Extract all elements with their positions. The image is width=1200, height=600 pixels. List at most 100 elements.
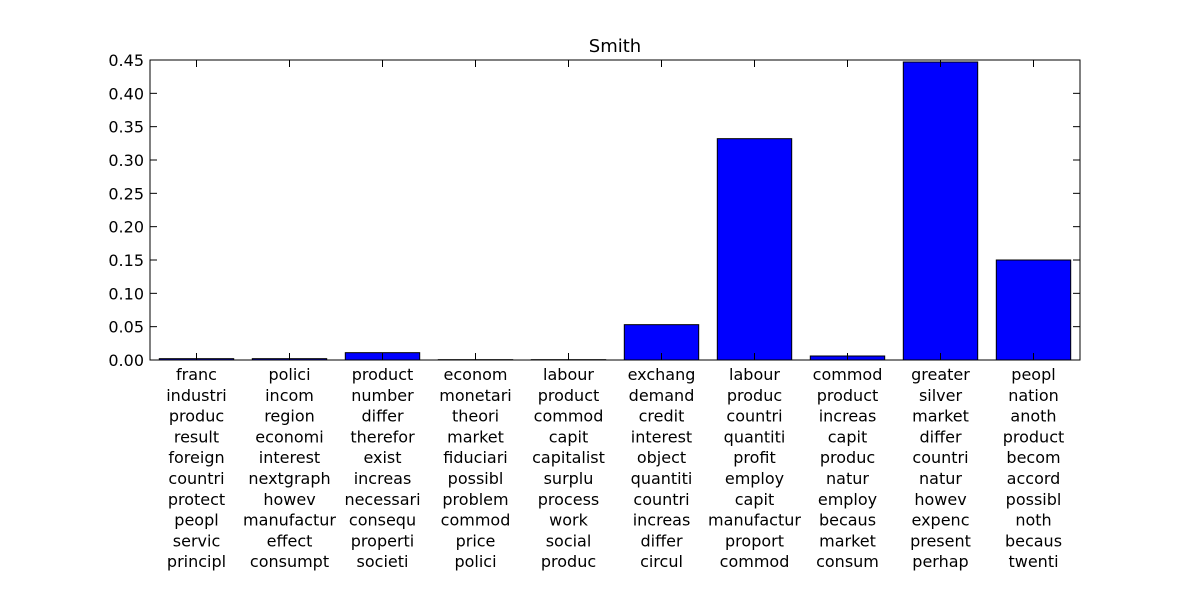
x-tick-label-line: therefor [350,427,415,446]
x-tick-label-line: protect [168,490,225,509]
x-tick-label-line: capit [735,490,774,509]
x-tick-label-line: surplu [544,469,594,488]
x-tick-label-line: possibl [448,469,504,488]
x-tick-label-line: nation [1008,386,1059,405]
x-tick-label-line: principl [167,552,226,571]
x-tick-label: peopl nation anoth product becom accord possib… [1003,365,1065,571]
x-tick-label-line: market [447,427,504,446]
x-tick-label-line: peopl [174,511,218,530]
x-tick-label-line: exist [363,448,401,467]
x-tick-label: labour product commod capit capitalist surplu… [532,365,605,571]
x-tick-label: labour produc countri quantiti profit employ c… [708,365,801,571]
plot-frame [149,59,1081,361]
x-tick-label-line: countri [168,469,224,488]
x-tick-label-line: credit [639,407,685,426]
x-tick-label-line: natur [826,469,869,488]
x-tick-label-line: econom [444,365,508,384]
y-tick-label: 0.35 [108,118,144,137]
x-tick-label-line: commod [534,407,604,426]
bars-group [158,61,1072,361]
x-tick-label-line: exchang [628,365,696,384]
x-tick-label-line: expenc [912,511,970,530]
x-tick-label-line: theori [452,407,499,426]
x-tick-label-line: howev [914,490,966,509]
y-tick-label: 0.20 [108,218,144,237]
x-tick-label-line: twenti [1008,552,1058,571]
bar [902,61,979,361]
x-tick-label-line: manufactur [243,511,336,530]
x-tick-label-line: produc [820,448,875,467]
x-tick-label-line: polici [454,552,496,571]
x-tick-label-line: servic [173,531,220,550]
x-tick-label-line: labour [543,365,594,384]
x-tick-label-line: interest [259,448,320,467]
x-tick-label-line: manufactur [708,511,801,530]
x-tick-label-line: properti [351,531,414,550]
x-tick-label-line: price [456,531,496,550]
x-tick-label-line: countri [912,448,968,467]
x-tick-label-line: nextgraph [248,469,330,488]
x-tick-label-line: process [538,490,599,509]
x-tick-label-line: countri [726,407,782,426]
bar [995,259,1072,361]
x-tick-label-line: capit [828,427,867,446]
x-tick-label-line: countri [633,490,689,509]
x-tick-label-line: work [549,511,588,530]
x-tick-label-line: product [538,386,600,405]
bar [716,138,793,361]
x-tick-label-line: accord [1007,469,1061,488]
y-tick-label: 0.05 [108,318,144,337]
x-tick-label-line: incom [265,386,314,405]
x-tick-label-line: fiduciari [443,448,507,467]
x-axis: franc industri produc result foreign countri p… [166,60,1064,571]
x-tick-label-line: capit [549,427,588,446]
x-tick-label-line: market [912,407,969,426]
x-tick-label-line: effect [267,531,313,550]
y-tick-label: 0.25 [108,184,144,203]
x-tick-label-line: produc [169,407,224,426]
x-tick-label-line: consequ [349,511,416,530]
x-tick-label-line: social [546,531,592,550]
x-tick-label: greater silver market differ countri natur how… [910,365,971,571]
y-tick-label: 0.45 [108,51,144,70]
x-tick-label-line: economi [255,427,323,446]
x-tick-label-line: commod [813,365,883,384]
x-tick-label-line: increas [633,511,691,530]
x-tick-label-line: produc [727,386,782,405]
y-axis: 0.00 0.05 0.10 0.15 0.20 0.25 0.30 0.35 0.40 0.45 [108,51,1080,370]
y-tick-label: 0.00 [108,351,144,370]
x-tick-label-line: silver [919,386,963,405]
chart-title: Smith [589,36,641,57]
y-tick-label: 0.15 [108,251,144,270]
x-tick-label-line: circul [640,552,683,571]
x-tick-label-line: natur [919,469,962,488]
y-tick-label: 0.10 [108,284,144,303]
x-tick-label-line: demand [629,386,695,405]
x-tick-label-line: noth [1015,511,1051,530]
x-tick-label-line: employ [725,469,784,488]
x-tick-label-line: product [1003,427,1065,446]
x-tick-label-line: consumpt [250,552,329,571]
x-tick-label-line: proport [725,531,784,550]
y-tick-label: 0.40 [108,84,144,103]
x-tick-label-line: commod [441,511,511,530]
x-tick-label: product number differ therefor exist increas n… [344,365,420,571]
x-tick-label-line: greater [911,365,970,384]
x-tick-label-line: number [351,386,414,405]
x-tick-label-line: capitalist [532,448,605,467]
x-tick-label: exchang demand credit interest object quantit… [628,365,696,571]
x-tick-label-line: becaus [1005,531,1062,550]
x-tick-label-line: labour [729,365,780,384]
x-tick-label-line: product [352,365,414,384]
x-tick-label-line: quantiti [631,469,693,488]
x-tick-label-line: franc [176,365,217,384]
x-tick-label-line: possibl [1006,490,1062,509]
x-tick-label-line: polici [268,365,310,384]
x-tick-label-line: commod [720,552,790,571]
x-tick-label-line: profit [733,448,776,467]
x-tick-label-line: result [174,427,219,446]
x-tick-label-line: necessari [344,490,420,509]
x-tick-label-line: problem [442,490,508,509]
x-tick-label-line: foreign [168,448,224,467]
x-tick-label-line: differ [361,407,403,426]
